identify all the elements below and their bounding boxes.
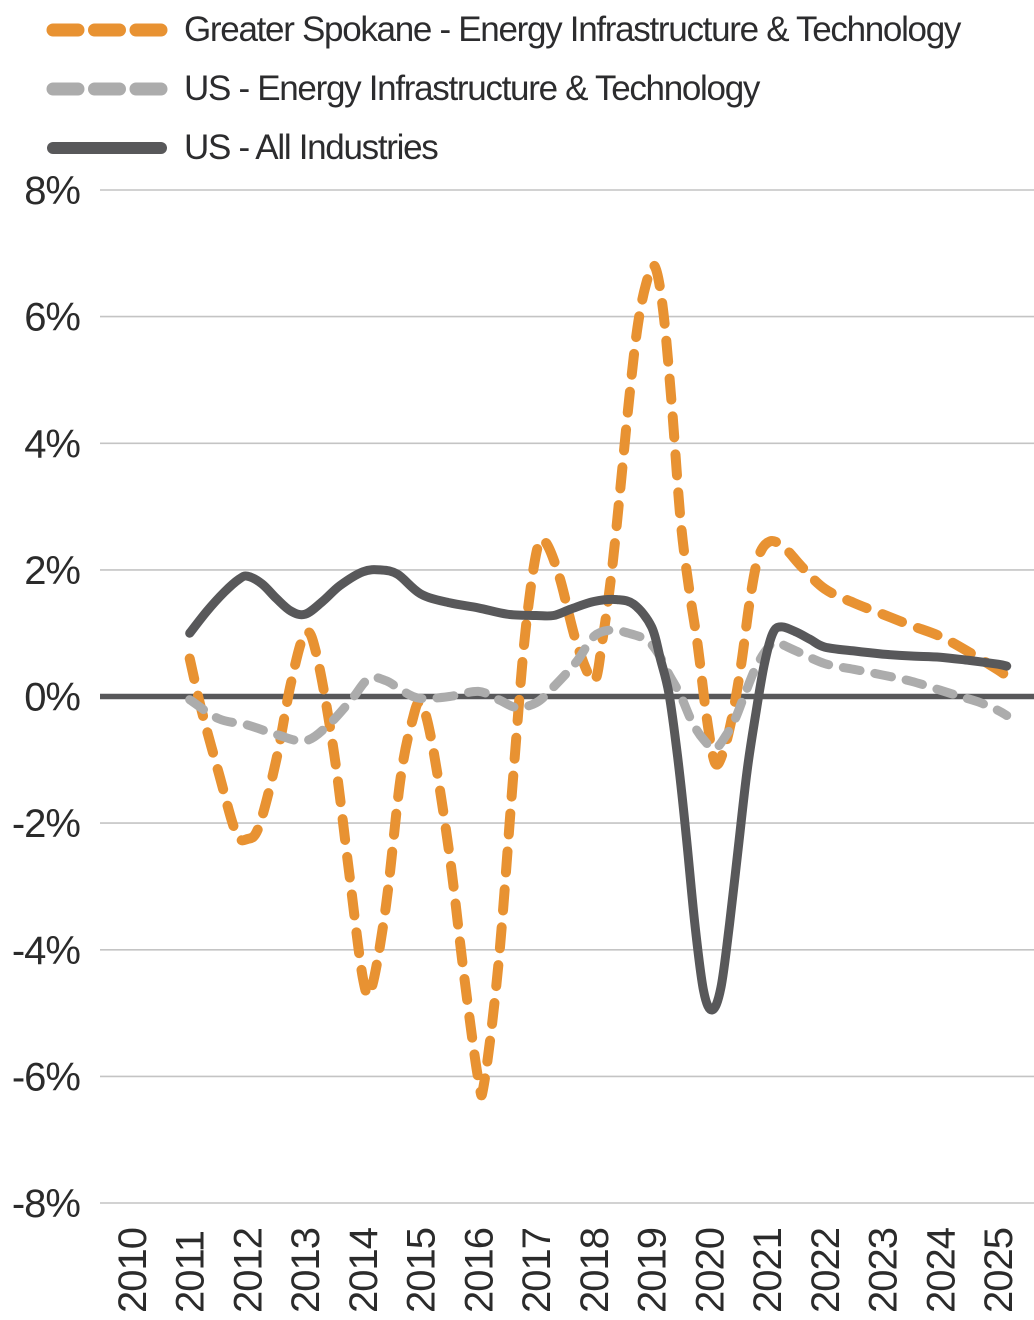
chart-legend: Greater Spokane - Energy Infrastructure … (46, 10, 961, 167)
x-tick-label: 2016 (457, 1228, 501, 1313)
dark-solid-line-icon (47, 142, 167, 154)
x-tick-label: 2010 (111, 1228, 155, 1313)
x-tick-label: 2022 (804, 1228, 848, 1313)
y-tick-label: 6% (24, 296, 80, 340)
legend-label: US - All Industries (184, 128, 439, 167)
x-tick-label: 2025 (977, 1228, 1021, 1313)
x-axis-labels: 2010 2011 2012 2013 2014 2015 2016 2017 2018 2019… (111, 1227, 1021, 1313)
gray-dashed-line-icon (46, 82, 168, 96)
x-tick-label: 2018 (573, 1228, 617, 1313)
legend-label: US - Energy Infrastructure & Technology (184, 69, 760, 108)
y-tick-label: 0% (24, 676, 80, 720)
y-tick-label: -8% (12, 1182, 81, 1226)
x-tick-label: 2024 (919, 1227, 963, 1313)
x-tick-label: 2021 (746, 1228, 790, 1313)
y-tick-label: 2% (24, 549, 80, 593)
series-lines (184, 260, 1012, 1101)
x-tick-label: 2013 (284, 1228, 328, 1313)
y-tick-label: -2% (12, 802, 81, 846)
y-tick-label: -4% (12, 929, 81, 973)
x-tick-label: 2014 (342, 1227, 386, 1313)
series-line-0 (184, 260, 1012, 1101)
legend-label: Greater Spokane - Energy Infrastructure … (184, 10, 961, 49)
x-tick-label: 2011 (169, 1231, 213, 1313)
legend-item-greater-spokane: Greater Spokane - Energy Infrastructure … (46, 10, 961, 49)
y-tick-label: 8% (24, 169, 80, 213)
series-line-1 (185, 625, 1012, 753)
x-tick-label: 2012 (227, 1228, 271, 1313)
x-tick-label: 2015 (400, 1228, 444, 1313)
orange-dashed-line-icon (46, 23, 168, 37)
y-axis-labels: 8% 6% 4% 2% 0% -2% -4% -6% -8% (12, 169, 82, 1226)
legend-item-us-all-industries: US - All Industries (46, 128, 960, 167)
y-tick-label: 4% (24, 422, 80, 466)
x-tick-label: 2019 (631, 1228, 675, 1313)
x-tick-label: 2017 (515, 1228, 559, 1313)
series-line-2 (185, 565, 1012, 1015)
x-tick-label: 2020 (688, 1228, 732, 1313)
x-tick-label: 2023 (862, 1228, 906, 1313)
y-tick-label: -6% (12, 1055, 81, 1099)
legend-item-us-energy: US - Energy Infrastructure & Technology (46, 69, 960, 108)
gridlines (100, 189, 1034, 1204)
